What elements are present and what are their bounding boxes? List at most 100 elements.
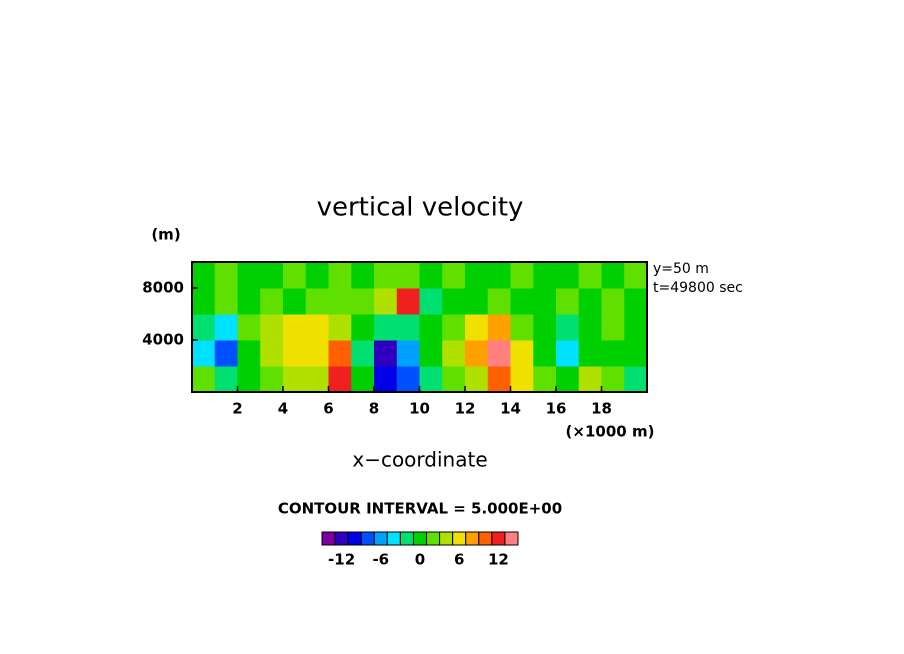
chart-title: vertical velocity	[317, 193, 524, 223]
x-tick-label: 18	[591, 400, 612, 418]
colorbar-box	[478, 531, 493, 546]
field-cell	[533, 288, 557, 315]
field-cell	[374, 314, 398, 341]
field-cell	[283, 366, 307, 393]
field-cell	[601, 262, 625, 289]
field-cell	[624, 314, 648, 341]
field-cell	[419, 314, 443, 341]
field-cell	[283, 262, 307, 289]
field-cell	[465, 314, 489, 341]
colorbar-label: -12	[328, 551, 355, 569]
field-cell	[374, 366, 398, 393]
field-cell	[578, 314, 602, 341]
field-cell	[442, 288, 466, 315]
field-cell	[214, 366, 238, 393]
field-cell	[533, 340, 557, 367]
field-cell	[487, 340, 511, 367]
field-cell	[578, 366, 602, 393]
field-cell	[624, 340, 648, 367]
colorbar-box	[439, 531, 454, 546]
field-cell	[396, 314, 420, 341]
field-cell	[556, 314, 580, 341]
contour-note: CONTOUR INTERVAL = 5.000E+00	[278, 500, 562, 518]
field-cell	[556, 262, 580, 289]
field-cell	[214, 262, 238, 289]
x-unit: (×1000 m)	[566, 423, 655, 441]
field-cell	[374, 262, 398, 289]
field-cell	[192, 366, 216, 393]
field-cell	[442, 262, 466, 289]
field-cell	[351, 340, 375, 367]
field-cell	[260, 262, 284, 289]
field-cell	[624, 366, 648, 393]
field-cell	[578, 262, 602, 289]
field-cell	[351, 366, 375, 393]
field-cell	[487, 366, 511, 393]
field-cell	[442, 340, 466, 367]
field-cell	[465, 340, 489, 367]
field-cell	[237, 366, 261, 393]
field-cell	[396, 366, 420, 393]
field-cell	[556, 366, 580, 393]
field-cell	[510, 288, 534, 315]
field-cell	[601, 366, 625, 393]
field-cell	[533, 366, 557, 393]
field-cell	[578, 340, 602, 367]
x-tick-label: 4	[278, 400, 288, 418]
field-cell	[419, 262, 443, 289]
field-cell	[510, 314, 534, 341]
field-cell	[442, 314, 466, 341]
field-cell	[556, 340, 580, 367]
field-cell	[533, 262, 557, 289]
field-cell	[260, 366, 284, 393]
colorbar-box	[465, 531, 480, 546]
field-cell	[305, 262, 329, 289]
field-cell	[192, 288, 216, 315]
x-axis-title: x−coordinate	[352, 448, 487, 472]
colorbar-box	[426, 531, 441, 546]
field-cell	[260, 288, 284, 315]
field-cell	[556, 288, 580, 315]
colorbar-box	[321, 531, 336, 546]
field-cell	[328, 288, 352, 315]
field-cell	[305, 366, 329, 393]
field-cell	[396, 340, 420, 367]
colorbar-box	[491, 531, 506, 546]
colorbar-label: 6	[454, 551, 464, 569]
x-tick-label: 14	[500, 400, 521, 418]
field-cell	[351, 288, 375, 315]
field-cell	[510, 340, 534, 367]
field-cell	[351, 262, 375, 289]
field-cell	[533, 314, 557, 341]
field-cell	[487, 262, 511, 289]
field-cell	[419, 288, 443, 315]
colorbar-box	[373, 531, 388, 546]
field-cell	[305, 314, 329, 341]
field-cell	[465, 366, 489, 393]
field-cell	[510, 366, 534, 393]
field-cell	[396, 288, 420, 315]
field-cell	[305, 288, 329, 315]
field-cell	[419, 340, 443, 367]
field-cell	[487, 314, 511, 341]
colorbar-label: -6	[372, 551, 389, 569]
field-cell	[601, 340, 625, 367]
field-cell	[601, 314, 625, 341]
field-cell	[260, 340, 284, 367]
field-cell	[328, 314, 352, 341]
field-cell	[578, 288, 602, 315]
field-cell	[328, 262, 352, 289]
field-cell	[192, 314, 216, 341]
field-cell	[214, 314, 238, 341]
field-cell	[328, 340, 352, 367]
x-tick-label: 2	[232, 400, 242, 418]
field-cell	[237, 288, 261, 315]
colorbar-label: 0	[415, 551, 425, 569]
y-unit: (m)	[151, 226, 180, 244]
field-cell	[214, 340, 238, 367]
colorbar-label: 12	[488, 551, 509, 569]
field-cell	[624, 262, 648, 289]
field-cell	[237, 262, 261, 289]
x-tick-label: 12	[455, 400, 476, 418]
